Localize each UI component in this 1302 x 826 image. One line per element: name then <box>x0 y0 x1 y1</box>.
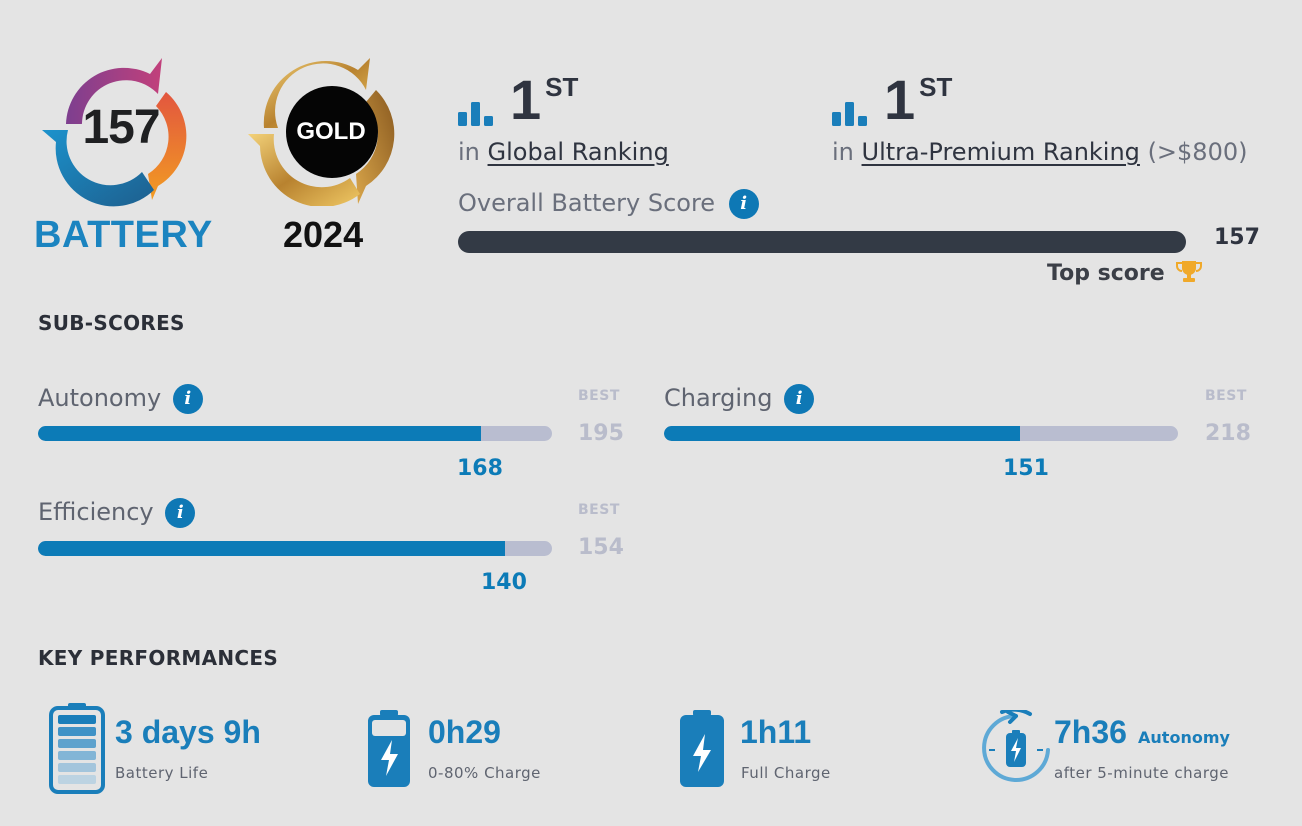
autonomy-label: Autonomy i <box>38 384 203 414</box>
overall-label-text: Overall Battery Score <box>458 189 716 217</box>
efficiency-info-icon[interactable]: i <box>165 498 196 528</box>
ultra-rank-line: in Ultra-Premium Ranking (>$800) <box>832 138 1247 166</box>
charging-track <box>664 426 1178 441</box>
rank-prefix: in <box>458 138 480 166</box>
ranking-bars-icon <box>458 102 493 126</box>
gold-label: GOLD <box>296 118 366 145</box>
autonomy-best-value: 195 <box>578 421 624 446</box>
battery-life-value: 3 days 9h <box>115 714 261 750</box>
best-label: BEST <box>578 388 620 404</box>
autonomy-track <box>38 426 552 441</box>
charging-label-text: Charging <box>664 384 773 412</box>
ultra-rank-suffix: ST <box>919 72 953 102</box>
charge-icon <box>368 710 410 787</box>
top-score-text: Top score <box>1047 261 1165 286</box>
full-charge-icon <box>680 710 724 787</box>
battery-life-icon <box>49 703 105 794</box>
gold-badge: GOLD <box>246 56 402 208</box>
quick-charge-label: after 5-minute charge <box>1054 764 1229 782</box>
full-charge-label: Full Charge <box>741 764 831 782</box>
efficiency-fill <box>38 541 506 556</box>
charging-best-value: 218 <box>1205 421 1251 446</box>
quick-charge-extra: Autonomy <box>1138 728 1230 747</box>
best-label: BEST <box>1205 388 1247 404</box>
best-label: BEST <box>578 502 620 518</box>
efficiency-label-text: Efficiency <box>38 498 154 526</box>
efficiency-best-value: 154 <box>578 535 624 560</box>
autonomy-fill <box>38 426 481 441</box>
battery-label: BATTERY <box>34 214 213 256</box>
full-charge-value: 1h11 <box>740 714 812 750</box>
autonomy-score: Autonomy i BEST 195 168 <box>38 384 628 484</box>
quick-charge-value: 7h36 <box>1054 714 1127 750</box>
battery-score-logo: 157 <box>38 54 204 208</box>
autonomy-label-text: Autonomy <box>38 384 162 412</box>
trophy-icon <box>1176 261 1203 282</box>
autonomy-info-icon[interactable]: i <box>172 384 203 414</box>
overall-score-value: 157 <box>1214 225 1260 250</box>
rank-prefix: in <box>832 138 854 166</box>
global-rank-suffix: ST <box>545 72 579 102</box>
autonomy-value: 168 <box>457 456 503 481</box>
charging-score: Charging i BEST 218 151 <box>664 384 1264 484</box>
key-performances-title: KEY PERFORMANCES <box>38 646 279 670</box>
quick-charge-icon <box>982 707 1050 782</box>
score-ring-icon <box>42 58 187 207</box>
global-ranking: 1 ST in Global Ranking <box>458 72 669 166</box>
charging-fill <box>664 426 1021 441</box>
efficiency-score: Efficiency i BEST 154 140 <box>38 498 628 598</box>
kp-quick-charge <box>980 707 1052 792</box>
price-note: (>$800) <box>1147 138 1248 166</box>
battery-life-label: Battery Life <box>115 764 209 782</box>
kp-battery-life <box>48 702 106 798</box>
global-rank-line: in Global Ranking <box>458 138 669 166</box>
efficiency-track <box>38 541 552 556</box>
charging-label: Charging i <box>664 384 815 414</box>
quick-charge-headline: 7h36 Autonomy <box>1054 714 1230 751</box>
ultra-premium-ranking: 1 ST in Ultra-Premium Ranking (>$800) <box>832 72 1247 166</box>
ranking-bars-icon <box>832 102 867 126</box>
global-rank-number: 1 <box>510 68 542 131</box>
badge-year: 2024 <box>283 214 364 255</box>
ultra-premium-ranking-link[interactable]: Ultra-Premium Ranking <box>861 138 1140 166</box>
overall-info-icon[interactable]: i <box>728 189 759 219</box>
overall-score-bar <box>458 231 1186 253</box>
charging-info-icon[interactable]: i <box>784 384 815 414</box>
ultra-rank-number: 1 <box>884 68 916 131</box>
top-score-label: Top score <box>1047 259 1203 286</box>
global-ranking-link[interactable]: Global Ranking <box>487 138 669 166</box>
sub-scores-title: SUB-SCORES <box>38 311 185 335</box>
charging-value: 151 <box>1003 456 1049 481</box>
gold-medal-icon <box>248 58 395 208</box>
charge-label: 0-80% Charge <box>428 764 541 782</box>
kp-full-charge <box>678 710 726 792</box>
efficiency-label: Efficiency i <box>38 498 196 528</box>
kp-charge <box>366 710 412 792</box>
efficiency-value: 140 <box>481 570 527 595</box>
charge-value: 0h29 <box>428 714 501 750</box>
battery-score-value: 157 <box>82 101 160 154</box>
overall-score-label: Overall Battery Score i <box>458 189 759 219</box>
